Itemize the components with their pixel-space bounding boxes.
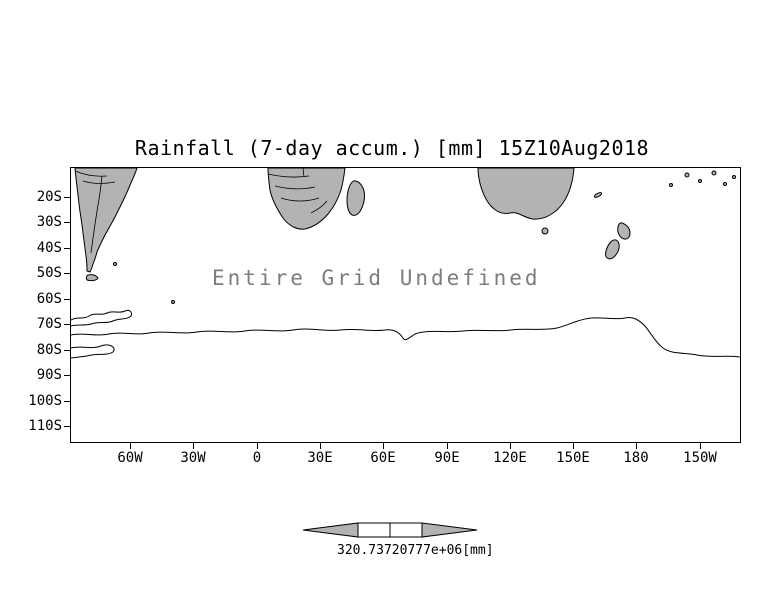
y-tick-label: 90S bbox=[36, 367, 62, 383]
x-tick-mark bbox=[573, 443, 574, 449]
y-tick-label: 80S bbox=[36, 342, 62, 358]
x-tick-label: 0 bbox=[252, 450, 262, 466]
x-tick-mark bbox=[636, 443, 637, 449]
pacific-island-6 bbox=[732, 175, 736, 179]
y-tick-mark bbox=[64, 426, 70, 427]
tierra-del-fuego-island bbox=[85, 274, 99, 282]
x-tick-mark bbox=[320, 443, 321, 449]
pacific-island-3 bbox=[698, 179, 702, 183]
falkland-islands bbox=[113, 262, 117, 266]
x-tick-label: 150E bbox=[556, 450, 590, 466]
x-tick-mark bbox=[510, 443, 511, 449]
x-tick-label: 60W bbox=[117, 450, 143, 466]
y-tick-label: 70S bbox=[36, 316, 62, 332]
x-tick-label: 90E bbox=[434, 450, 460, 466]
x-tick-mark bbox=[700, 443, 701, 449]
grid-undefined-message: Entire Grid Undefined bbox=[212, 266, 541, 290]
y-tick-mark bbox=[64, 248, 70, 249]
south-america-borders bbox=[74, 170, 116, 254]
x-tick-label: 30W bbox=[180, 450, 206, 466]
y-tick-label: 30S bbox=[36, 214, 62, 230]
new-caledonia-island bbox=[593, 192, 603, 198]
antarctica-coastline bbox=[71, 317, 740, 358]
y-tick-label: 20S bbox=[36, 189, 62, 205]
y-tick-mark bbox=[64, 197, 70, 198]
africa-borders bbox=[267, 168, 328, 214]
colorbar-label: 320.73720777e+06[mm] bbox=[337, 543, 494, 558]
y-tick-mark bbox=[64, 350, 70, 351]
x-tick-mark bbox=[447, 443, 448, 449]
madagascar-island bbox=[346, 180, 365, 216]
x-tick-mark bbox=[193, 443, 194, 449]
colorbar-left-arrow bbox=[302, 522, 359, 538]
x-tick-label: 120E bbox=[493, 450, 527, 466]
world-map-svg bbox=[71, 168, 740, 359]
x-tick-label: 60E bbox=[370, 450, 396, 466]
tasmania-island bbox=[541, 227, 549, 235]
south-georgia-island bbox=[171, 300, 175, 304]
y-tick-mark bbox=[64, 375, 70, 376]
y-tick-mark bbox=[64, 273, 70, 274]
x-tick-mark bbox=[257, 443, 258, 449]
colorbar-cell-1 bbox=[357, 522, 391, 538]
y-tick-mark bbox=[64, 324, 70, 325]
y-tick-label: 50S bbox=[36, 265, 62, 281]
pacific-island-5 bbox=[723, 182, 727, 186]
x-tick-mark bbox=[130, 443, 131, 449]
colorbar-right-arrow bbox=[421, 522, 478, 538]
new-zealand-north-island bbox=[617, 222, 631, 240]
y-tick-mark bbox=[64, 222, 70, 223]
y-tick-label: 110S bbox=[28, 418, 62, 434]
map-frame bbox=[70, 167, 741, 443]
x-tick-label: 30E bbox=[307, 450, 333, 466]
y-tick-mark bbox=[64, 299, 70, 300]
south-america-landmass bbox=[74, 168, 138, 273]
colorbar bbox=[302, 522, 478, 538]
new-zealand-south-island bbox=[605, 239, 620, 260]
y-tick-label: 60S bbox=[36, 291, 62, 307]
antarctic-islands-coastline bbox=[71, 344, 115, 359]
x-tick-label: 150W bbox=[683, 450, 717, 466]
pacific-island-2 bbox=[684, 172, 690, 178]
colorbar-value-label: 320.73720777e+06 bbox=[337, 543, 463, 558]
africa-landmass bbox=[267, 168, 346, 230]
pacific-island-1 bbox=[669, 183, 673, 187]
pacific-island-4 bbox=[711, 170, 717, 176]
antarctic-peninsula-coastline bbox=[71, 309, 132, 327]
x-tick-mark bbox=[383, 443, 384, 449]
colorbar-units-label: [mm] bbox=[462, 543, 494, 558]
y-tick-mark bbox=[64, 401, 70, 402]
y-tick-label: 40S bbox=[36, 240, 62, 256]
y-tick-label: 100S bbox=[28, 393, 62, 409]
colorbar-cell-2 bbox=[389, 522, 423, 538]
plot-title: Rainfall (7-day accum.) [mm] 15Z10Aug201… bbox=[134, 136, 650, 160]
x-tick-label: 180 bbox=[623, 450, 649, 466]
australia-landmass bbox=[477, 168, 575, 220]
